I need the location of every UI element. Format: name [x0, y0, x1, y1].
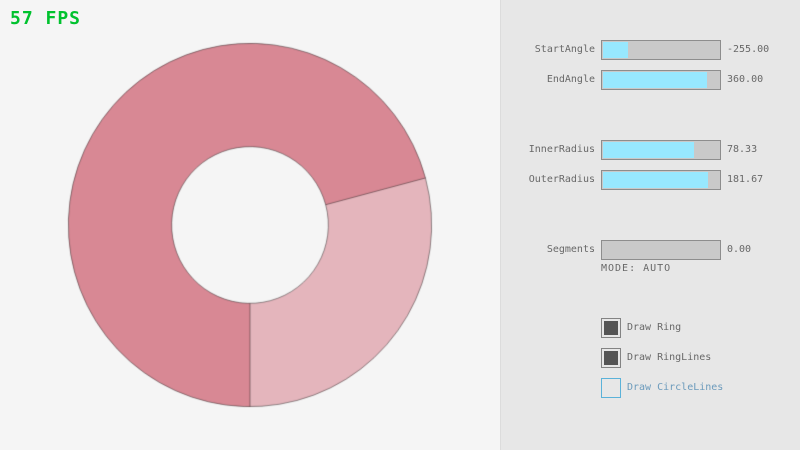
slider-label: EndAngle — [546, 74, 595, 85]
checkbox-row: Draw RingLines — [601, 348, 711, 368]
controls-panel: StartAngle -255.00 EndAngle 360.00 Inner… — [500, 0, 800, 450]
start-angle-slider[interactable] — [601, 40, 721, 60]
slider-value: 360.00 — [727, 74, 764, 85]
fps-counter: 57 FPS — [10, 8, 82, 29]
slider-label: OuterRadius — [528, 174, 595, 185]
slider-row: Segments 0.00 — [501, 240, 800, 260]
checkbox-label: Draw CircleLines — [627, 382, 724, 393]
slider-label: Segments — [546, 244, 595, 255]
slider-fill — [603, 72, 707, 88]
ring-preview-canvas — [0, 0, 500, 450]
draw-ringlines-checkbox[interactable] — [601, 348, 621, 368]
slider-row: InnerRadius 78.33 — [501, 140, 800, 160]
slider-label: StartAngle — [534, 44, 595, 55]
segments-slider[interactable] — [601, 240, 721, 260]
slider-value: 78.33 — [727, 144, 758, 155]
slider-label: InnerRadius — [528, 144, 595, 155]
draw-circlelines-checkbox[interactable] — [601, 378, 621, 398]
slider-fill — [603, 142, 694, 158]
checkbox-label: Draw Ring — [627, 322, 682, 333]
slider-row: OuterRadius 181.67 — [501, 170, 800, 190]
mode-label: MODE: AUTO — [601, 263, 672, 274]
checkbox-row: Draw Ring — [601, 318, 681, 338]
end-angle-slider[interactable] — [601, 70, 721, 90]
draw-ring-checkbox[interactable] — [601, 318, 621, 338]
slider-fill — [603, 172, 708, 188]
slider-row: StartAngle -255.00 — [501, 40, 800, 60]
outer-radius-slider[interactable] — [601, 170, 721, 190]
slider-value: -255.00 — [727, 44, 770, 55]
slider-value: 181.67 — [727, 174, 764, 185]
checkbox-row: Draw CircleLines — [601, 378, 723, 398]
checkbox-label: Draw RingLines — [627, 352, 712, 363]
slider-fill — [603, 42, 628, 58]
slider-row: EndAngle 360.00 — [501, 70, 800, 90]
slider-value: 0.00 — [727, 244, 752, 255]
inner-radius-slider[interactable] — [601, 140, 721, 160]
